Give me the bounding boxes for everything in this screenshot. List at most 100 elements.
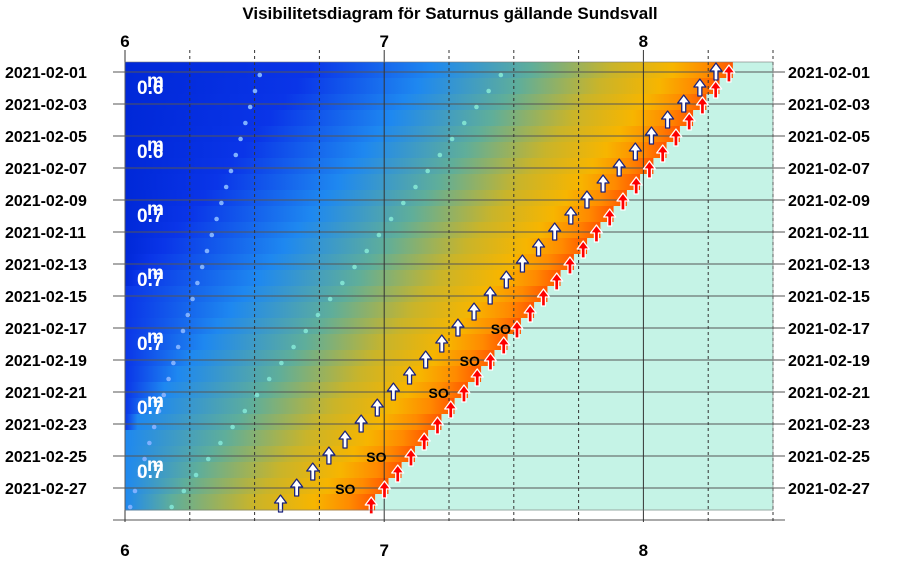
sky-band bbox=[125, 238, 588, 255]
saturn-rise-arrow-shape bbox=[580, 190, 594, 209]
date-label-left: 2021-02-03 bbox=[5, 97, 87, 114]
saturn-rise-arrow bbox=[289, 478, 304, 497]
x-tick-label-bottom: 6 bbox=[120, 541, 129, 560]
sky-band bbox=[125, 222, 601, 239]
moon-dot bbox=[219, 200, 224, 206]
so-label: SO bbox=[491, 321, 511, 337]
date-label-right: 2021-02-23 bbox=[788, 417, 870, 434]
moon-dot bbox=[195, 280, 200, 286]
sunrise-arrow bbox=[722, 64, 736, 83]
daylight-band bbox=[494, 350, 773, 367]
moon-dot bbox=[247, 104, 253, 110]
sunrise-arrow-shape bbox=[404, 448, 418, 467]
magnitude-superscript: m bbox=[147, 199, 164, 220]
x-tick-label-bottom: 7 bbox=[379, 541, 388, 560]
sky-band bbox=[125, 414, 442, 431]
twilight-dot bbox=[303, 328, 309, 334]
sunrise-arrow bbox=[483, 352, 498, 371]
date-label-right: 2021-02-27 bbox=[788, 481, 870, 498]
saturn-rise-arrow bbox=[548, 222, 562, 241]
moon-dot bbox=[228, 168, 234, 174]
twilight-dot bbox=[413, 184, 418, 190]
saturn-rise-arrow-shape bbox=[693, 78, 707, 97]
magnitude-label: 0.6 bbox=[137, 78, 163, 99]
saturn-rise-arrow bbox=[515, 254, 530, 273]
date-label-left: 2021-02-07 bbox=[5, 161, 87, 178]
plot-area: 6 6 7 7 8 8 2021-02-01 2021-02-03 2021-02-05 2021… bbox=[5, 32, 870, 560]
sunrise-arrow-shape bbox=[576, 240, 590, 259]
sunrise-arrow-shape bbox=[709, 80, 723, 99]
sunrise-arrow-shape bbox=[417, 432, 431, 451]
date-label-right: 2021-02-17 bbox=[788, 321, 870, 338]
daylight-band bbox=[441, 414, 773, 431]
date-label-right: 2021-02-13 bbox=[788, 257, 870, 274]
twilight-dot bbox=[449, 136, 455, 142]
date-label-right: 2021-02-25 bbox=[788, 449, 870, 466]
sky-band bbox=[125, 270, 561, 287]
moon-dot bbox=[185, 312, 191, 318]
sunrise-arrow bbox=[616, 192, 630, 211]
daylight-band bbox=[388, 478, 773, 495]
saturn-rise-arrow bbox=[596, 174, 610, 193]
saturn-rise-arrow bbox=[580, 190, 594, 209]
sky-band bbox=[125, 62, 733, 79]
saturn-rise-arrow-shape bbox=[596, 174, 610, 193]
date-label-left: 2021-02-15 bbox=[5, 289, 87, 306]
saturn-rise-arrow-shape bbox=[273, 494, 288, 513]
moon-dot bbox=[132, 488, 138, 494]
daylight-band bbox=[679, 126, 773, 143]
magnitude-label: 0.7 bbox=[137, 270, 163, 291]
moon-dot bbox=[151, 424, 157, 430]
sky-band bbox=[125, 334, 508, 351]
twilight-dot bbox=[401, 200, 406, 206]
sunrise-arrow-shape bbox=[695, 96, 710, 115]
sunrise-arrow-shape bbox=[470, 368, 484, 387]
twilight-dot bbox=[474, 104, 479, 110]
twilight-dot bbox=[266, 376, 272, 382]
moon-dot bbox=[161, 392, 167, 398]
sky-band bbox=[125, 126, 680, 143]
sunrise-arrow bbox=[457, 384, 471, 403]
sunrise-arrow-shape bbox=[629, 176, 643, 195]
so-label: SO bbox=[335, 481, 355, 497]
twilight-dot bbox=[486, 88, 491, 94]
sky-band bbox=[125, 494, 376, 511]
saturn-rise-arrow bbox=[451, 318, 465, 337]
sunrise-arrow bbox=[709, 80, 723, 99]
sky-band bbox=[125, 446, 415, 463]
sky-band bbox=[125, 302, 535, 319]
x-tick-label-bottom: 8 bbox=[639, 541, 648, 560]
daylight-band bbox=[401, 462, 773, 479]
sunrise-arrow-shape bbox=[642, 160, 657, 179]
twilight-dot bbox=[279, 360, 284, 366]
sunrise-arrow bbox=[642, 160, 657, 179]
twilight-dot bbox=[242, 408, 248, 414]
sunrise-arrow bbox=[510, 320, 524, 339]
sunrise-arrow-shape bbox=[722, 64, 736, 83]
twilight-dot bbox=[181, 488, 187, 494]
twilight-dot bbox=[205, 456, 211, 462]
daylight-band bbox=[640, 174, 773, 191]
saturn-rise-arrow bbox=[306, 462, 320, 481]
moon-dot bbox=[252, 88, 258, 94]
date-label-right: 2021-02-19 bbox=[788, 353, 870, 370]
date-label-right: 2021-02-05 bbox=[788, 129, 870, 146]
sunrise-arrow-shape bbox=[444, 400, 458, 419]
sunrise-arrow bbox=[536, 288, 551, 307]
daylight-band bbox=[706, 94, 773, 111]
daylight-band bbox=[547, 286, 773, 303]
saturn-rise-arrow-shape bbox=[435, 334, 449, 353]
saturn-rise-arrow-shape bbox=[322, 446, 336, 465]
saturn-rise-arrow bbox=[709, 62, 723, 81]
so-label: SO bbox=[460, 353, 480, 369]
daylight-band bbox=[719, 78, 773, 95]
moon-dot bbox=[180, 328, 186, 334]
sunrise-arrow bbox=[629, 176, 643, 195]
sunrise-arrow bbox=[444, 400, 458, 419]
sunrise-arrow-shape bbox=[510, 320, 524, 339]
x-tick-label-top: 7 bbox=[379, 32, 388, 51]
sunrise-arrow-shape bbox=[364, 496, 378, 515]
saturn-rise-arrow bbox=[354, 414, 368, 433]
sunrise-arrow-shape bbox=[669, 128, 683, 147]
